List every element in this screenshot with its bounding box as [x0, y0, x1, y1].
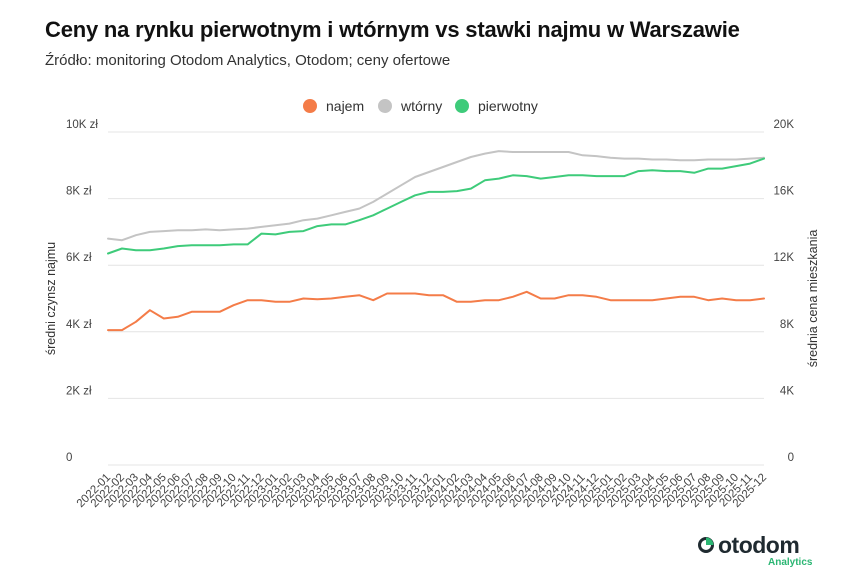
logo-subtitle: Analytics — [768, 557, 813, 568]
series-line-pierwotny — [107, 157, 765, 255]
legend-item-wtorny[interactable]: wtórny — [378, 98, 442, 114]
legend-dot-najem — [303, 99, 317, 113]
left-tick-label: 10K zł — [66, 119, 98, 131]
series-line-najem — [107, 290, 765, 332]
logo-wordmark: otodom — [718, 532, 800, 558]
legend-dot-wtorny — [378, 99, 392, 113]
legend-item-najem[interactable]: najem — [303, 98, 364, 114]
left-tick-label: 0 — [66, 452, 72, 464]
chart-title: Ceny na rynku pierwotnym i wtórnym vs st… — [45, 17, 740, 42]
left-tick-label: 8K zł — [66, 186, 92, 198]
chart-subtitle: Źródło: monitoring Otodom Analytics, Oto… — [45, 52, 451, 69]
legend-dot-pierwotny — [455, 99, 469, 113]
line-chart: 0 2K zł 4K zł 6K zł 8K zł 10K zł 0 4K 8K 12K 16K 20… — [44, 119, 820, 510]
left-axis-title: średni czynsz najmu — [44, 242, 58, 355]
right-tick-label: 8K — [780, 319, 794, 331]
right-tick-label: 12K — [774, 252, 795, 264]
left-tick-label: 6K zł — [66, 252, 92, 264]
otodom-logo-icon — [698, 537, 714, 553]
legend-label-pierwotny: pierwotny — [478, 98, 538, 114]
left-tick-label: 4K zł — [66, 319, 92, 331]
right-tick-label: 20K — [774, 119, 795, 131]
legend-label-wtorny: wtórny — [401, 98, 443, 114]
right-tick-label: 4K — [780, 385, 794, 397]
otodom-logo: otodom Analytics — [698, 532, 813, 569]
right-tick-label: 0 — [788, 452, 794, 464]
legend: najem wtórny pierwotny — [0, 98, 857, 118]
right-tick-label: 16K — [774, 186, 795, 198]
right-axis-title: średnia cena mieszkania — [806, 230, 820, 368]
series-line-wtorny — [107, 150, 765, 242]
legend-item-pierwotny[interactable]: pierwotny — [455, 98, 538, 114]
gridlines — [108, 131, 764, 466]
left-tick-label: 2K zł — [66, 385, 92, 397]
legend-label-najem: najem — [326, 98, 365, 114]
